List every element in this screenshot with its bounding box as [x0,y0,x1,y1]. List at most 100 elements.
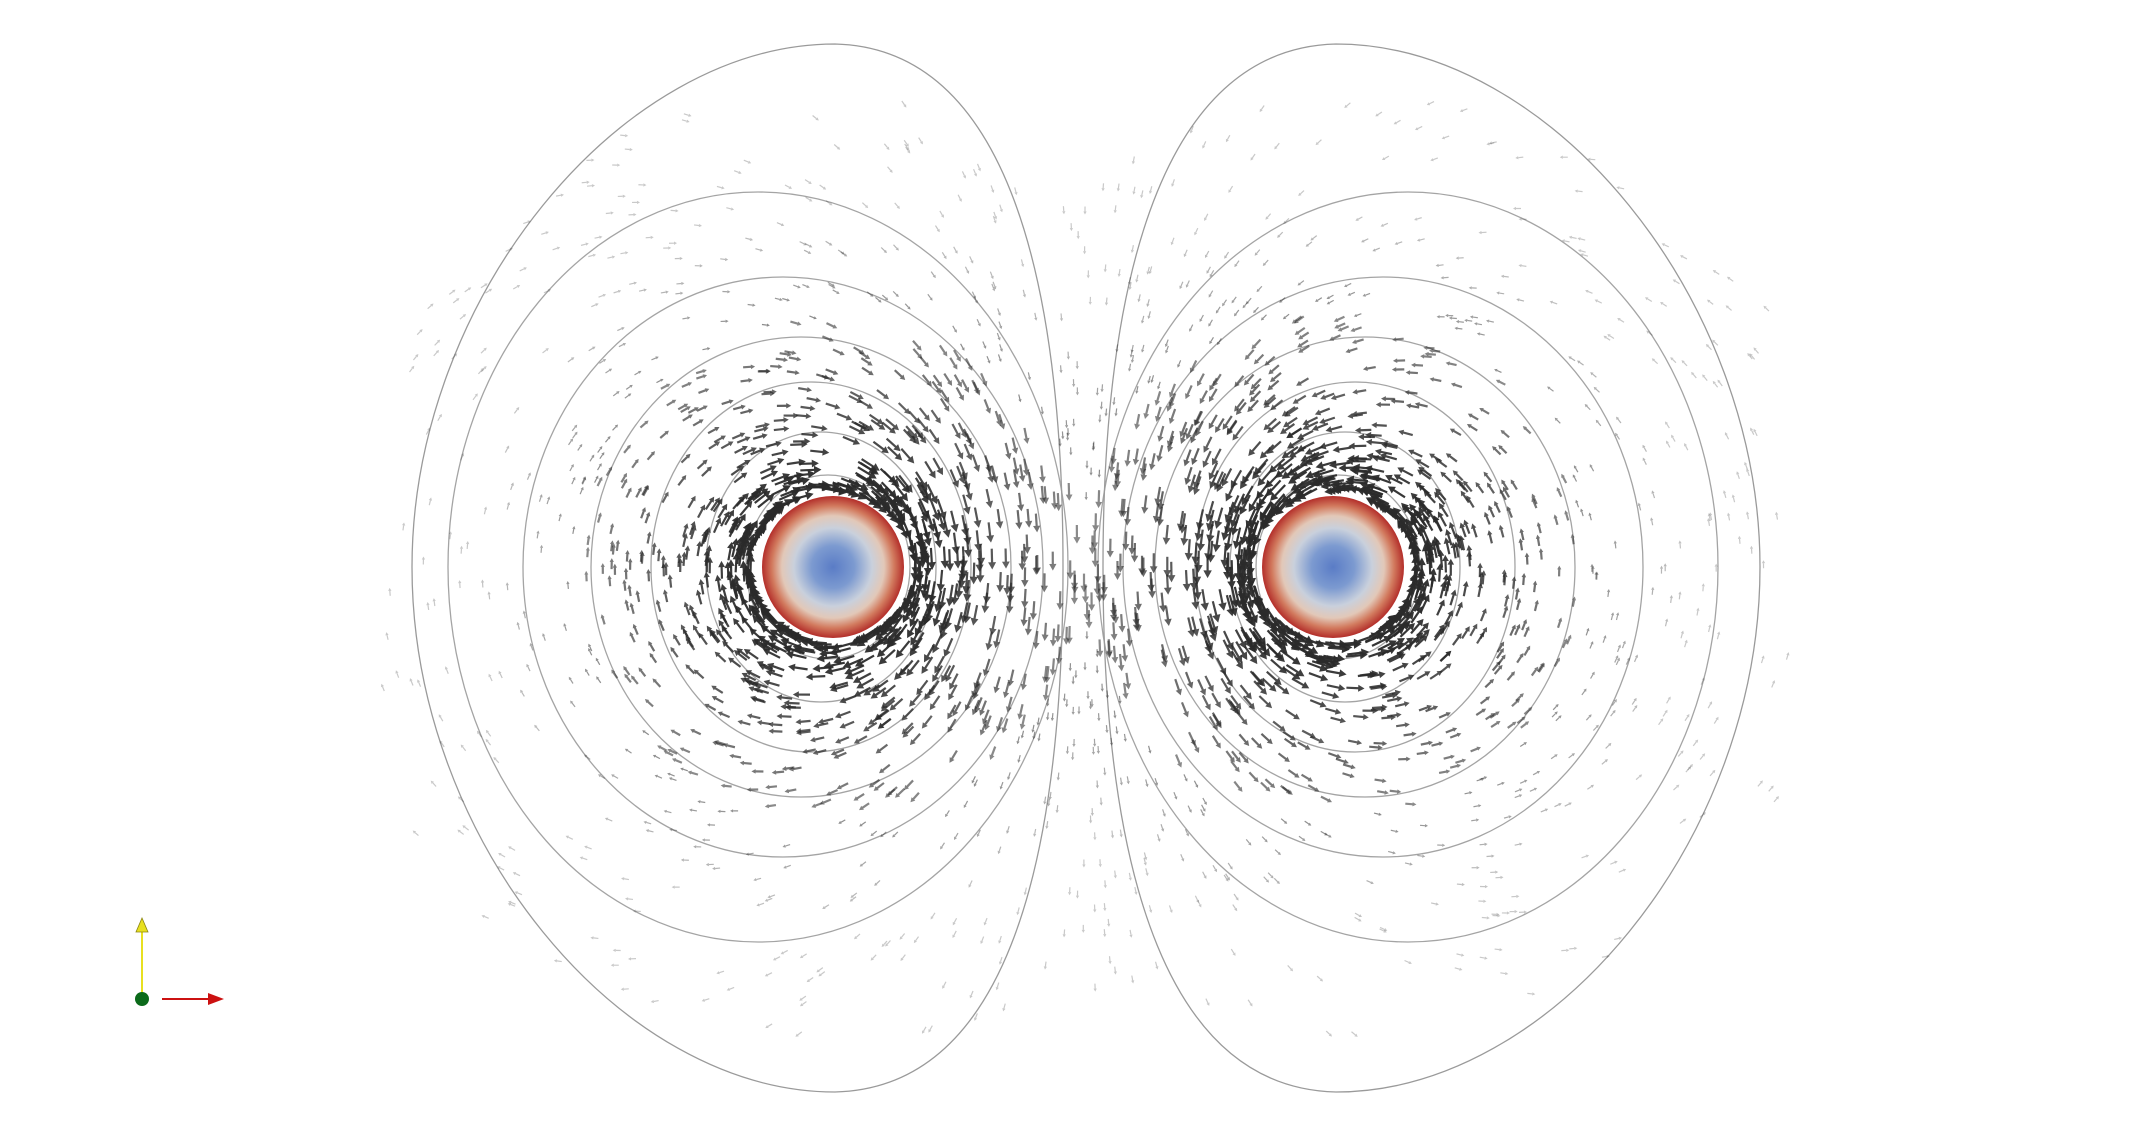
vector-glyph [565,835,574,840]
vector-glyph [1065,482,1073,501]
vector-glyph [598,774,606,780]
vector-glyph [893,623,908,643]
vector-glyph [1709,769,1716,777]
vector-glyph [854,654,875,667]
vector-glyph [1491,912,1500,916]
vector-glyph [598,293,607,298]
vector-glyph [817,717,834,725]
vector-glyph [1243,373,1255,386]
vector-glyph [1616,416,1622,424]
vector-glyph [1658,718,1664,726]
vector-glyph [1139,557,1148,578]
vector-glyph [1088,701,1093,710]
vector-glyph [1753,347,1759,354]
vector-glyph [1375,111,1383,117]
vector-glyph [1605,742,1612,749]
vector-glyph [943,372,953,386]
vector-glyph [1504,594,1510,607]
vector-glyph [1069,447,1073,456]
vector-glyph [1204,675,1214,693]
vector-glyph [512,872,521,877]
vector-glyph [1119,777,1123,786]
vector-glyph [1065,699,1069,708]
right-conductor[interactable] [1262,496,1404,638]
vector-glyph [726,207,735,211]
vector-glyph [1249,390,1262,403]
vector-glyph [999,204,1003,213]
vector-glyph [1192,476,1202,495]
vector-glyph [1220,677,1231,694]
vector-glyph [1157,425,1165,442]
vector-glyph [717,711,731,719]
vector-glyph [840,251,848,257]
vector-glyph [485,288,493,294]
vector-glyph [880,831,887,838]
vector-glyph [722,640,735,653]
vector-glyph [1291,677,1310,689]
vector-glyph [704,703,717,711]
vector-glyph [674,256,683,261]
vector-glyph [1049,658,1057,676]
vector-glyph [676,281,685,286]
vector-glyph [731,432,746,440]
vector-glyph [1568,753,1575,759]
vector-glyph [1511,698,1521,708]
vector-glyph [853,735,868,744]
vector-glyph [1672,279,1680,285]
vector-glyph [1274,849,1281,856]
vector-glyph [1614,936,1622,941]
vector-glyph [860,357,873,366]
vector-glyph [516,621,520,630]
vector-glyph [928,581,937,604]
left-conductor[interactable] [762,496,904,638]
vector-glyph [897,402,911,415]
vector-glyph [930,912,936,920]
vector-glyph [1381,155,1390,161]
vector-glyph [1024,616,1032,636]
vector-glyph [937,587,947,610]
vector-glyph [948,684,958,701]
vector-glyph [715,629,727,643]
vector-glyph [1123,733,1127,742]
vector-glyph [956,465,966,484]
vector-glyph [1435,263,1444,268]
vector-glyph [644,698,654,708]
vector-glyph [1503,815,1512,819]
vector-glyph [746,553,756,576]
field-line [522,276,1044,858]
vector-glyph [1247,563,1257,586]
vector-glyph [1737,535,1742,544]
vector-glyph [1397,467,1414,477]
vector-glyph [604,436,611,443]
vector-glyph [718,560,726,579]
vector-glyph [460,744,467,752]
vector-glyph [1026,472,1034,490]
vector-glyph [1466,424,1478,432]
vector-glyph [1416,238,1425,242]
vector-glyph [409,365,415,373]
vector-glyph [526,663,531,672]
vector-glyph [581,476,586,484]
vector-glyph [720,319,729,323]
vector-glyph [588,346,596,352]
vector-glyph [1606,589,1611,598]
vector-glyph [1250,377,1262,390]
field-line [590,336,1012,798]
vector-glyph [1321,691,1340,699]
vector-glyph [1154,406,1162,422]
vector-glyph [883,628,899,646]
vector-glyph [1296,377,1310,386]
vector-glyph [395,670,400,678]
vector-glyph [792,643,815,653]
vector-glyph [927,293,933,301]
vector-glyph [1500,429,1510,439]
vector-glyph [1282,730,1296,741]
vector-glyph [905,425,918,440]
vector-glyph [1120,498,1128,518]
vector-glyph [681,551,687,566]
vector-glyph [1404,862,1413,866]
vector-glyph [1187,474,1197,493]
vector-glyph [1230,760,1240,773]
